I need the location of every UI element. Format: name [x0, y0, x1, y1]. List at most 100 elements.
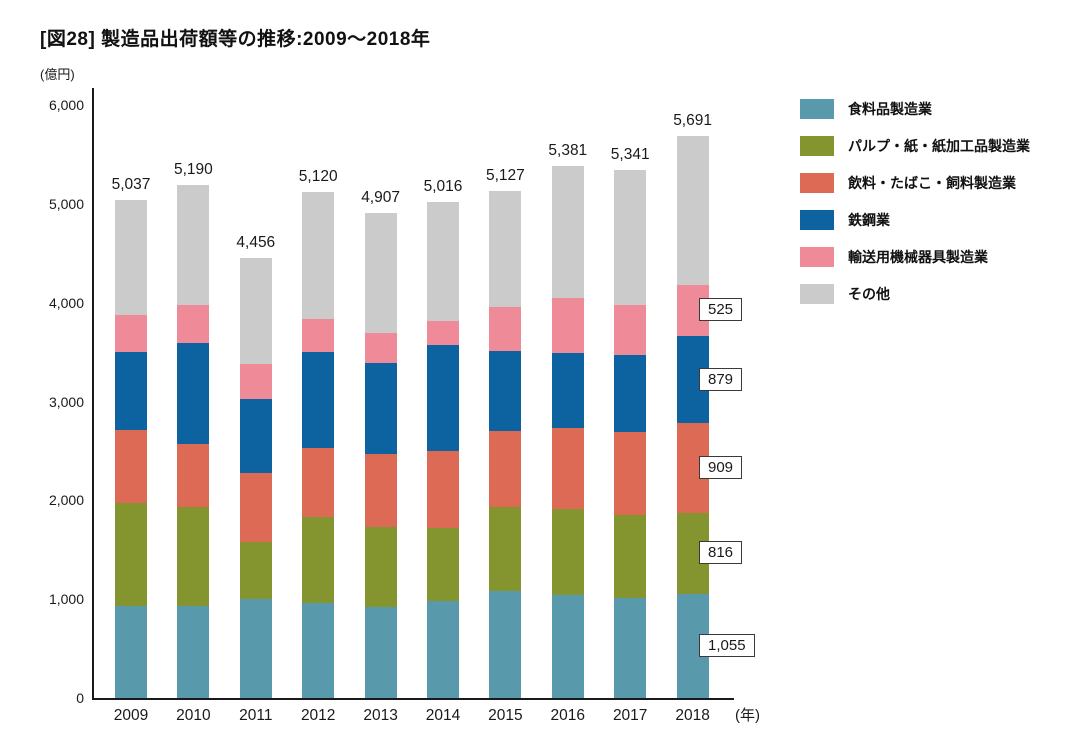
bar-segment: [239, 363, 272, 400]
bar-segment: [427, 320, 459, 346]
bar-segment: [614, 514, 647, 599]
total-label: 5,037: [111, 176, 151, 194]
x-tick-label: 2009: [113, 707, 149, 724]
bar-segment: [239, 599, 272, 698]
legend-row: 鉄鋼業: [800, 210, 1030, 230]
bar-segment: [239, 257, 272, 364]
bar-segment: [489, 430, 522, 507]
legend-label: 輸送用機械器具製造業: [848, 249, 988, 265]
bar-segment: [676, 135, 709, 285]
y-tick-label: 5,000: [48, 195, 84, 212]
bar-segment: [115, 429, 147, 503]
x-tick-label: 2018: [675, 707, 710, 724]
legend-row: 輸送用機械器具製造業: [800, 247, 1030, 267]
bar-segment: [239, 541, 272, 600]
bar-segment: [489, 506, 522, 591]
legend-swatch: [800, 99, 834, 119]
chart-title: [図28] 製造品出荷額等の推移:2009〜2018年: [40, 29, 431, 50]
legend-row: その他: [800, 284, 1030, 304]
bar-segment: [364, 453, 397, 527]
legend-label: 飲料・たばこ・飼料製造業: [848, 175, 1016, 191]
bar-segment: [177, 304, 210, 344]
bar-segment: [614, 304, 647, 355]
bar-segment: [115, 352, 147, 430]
callout-box: 816: [699, 541, 743, 565]
x-tick-label: 2016: [550, 707, 586, 724]
legend-swatch: [800, 173, 834, 193]
bar-segment: [115, 200, 147, 315]
bar-segment: [364, 213, 397, 333]
total-label: 5,127: [485, 167, 525, 185]
bar-segment: [551, 353, 584, 428]
stacked-bar-2016: [551, 166, 584, 698]
bar-segment: [177, 606, 210, 698]
callout-box: 1,055: [699, 633, 755, 657]
legend-row: 食料品製造業: [800, 99, 1030, 119]
bar-segment: [551, 297, 584, 354]
legend-label: その他: [848, 286, 890, 302]
total-label: 5,190: [173, 161, 213, 179]
legend-swatch: [800, 136, 834, 156]
bar-segment: [614, 170, 647, 305]
stacked-bar-2011: [239, 257, 272, 698]
bar-segment: [427, 345, 459, 451]
x-tick-label: 2010: [176, 707, 211, 724]
bar-segment: [302, 192, 335, 319]
bar-segment: [115, 606, 147, 698]
bar-segment: [427, 528, 459, 601]
bar-segment: [115, 314, 147, 353]
bar-segment: [551, 427, 584, 509]
x-tick-label: 2014: [425, 707, 461, 724]
legend-row: パルプ・紙・紙加工品製造業: [800, 136, 1030, 156]
total-label: 5,341: [610, 146, 650, 164]
callout-box: 525: [699, 298, 743, 322]
stacked-bar-2014: [427, 202, 459, 698]
legend-swatch: [800, 247, 834, 267]
plot-area: 0 1,000 2,000 3,000 4,000 5,000 6,000 5,037 2009…: [49, 88, 760, 724]
bar-segment: [239, 399, 272, 474]
stacked-bar-2009: [115, 200, 147, 698]
bar-segment: [239, 473, 272, 542]
bar-segment: [614, 432, 647, 515]
legend-swatch: [800, 284, 834, 304]
callout-box: 909: [699, 456, 743, 480]
bar-segment: [551, 595, 584, 698]
bar-segment: [489, 350, 522, 431]
y-tick-label: 2,000: [48, 492, 84, 509]
legend-row: 飲料・たばこ・飼料製造業: [800, 173, 1030, 193]
y-tick-label: 1,000: [48, 591, 84, 608]
total-label: 5,016: [423, 178, 463, 196]
bar-segment: [489, 191, 522, 307]
stacked-bar-2017: [614, 170, 647, 698]
bar-segment: [177, 443, 210, 507]
total-label: 5,691: [673, 111, 712, 129]
total-label: 4,456: [236, 233, 276, 251]
bar-segment: [177, 185, 210, 305]
bar-segment: [551, 166, 584, 298]
bar-segment: [302, 602, 335, 698]
callout-box: 879: [699, 367, 743, 391]
stacked-bar-2013: [364, 213, 397, 698]
bar-segment: [302, 352, 335, 448]
bar-segment: [302, 517, 335, 603]
bar-segment: [489, 590, 522, 698]
bar-segment: [177, 343, 210, 444]
stacked-bar-2012: [302, 192, 335, 698]
legend-label: 食料品製造業: [848, 101, 932, 117]
x-tick-label: 2013: [363, 707, 398, 724]
bar-segment: [177, 506, 210, 607]
x-tick-label: 2012: [300, 707, 336, 724]
legend-swatch: [800, 210, 834, 230]
stacked-bar-2018: [676, 135, 709, 698]
bar-segment: [364, 362, 397, 454]
y-tick-label: 0: [76, 690, 84, 706]
bar-segment: [364, 606, 397, 698]
legend-label: パルプ・紙・紙加工品製造業: [848, 138, 1030, 154]
bar-segment: [364, 526, 397, 607]
total-label: 4,907: [361, 189, 400, 207]
total-label: 5,381: [548, 142, 588, 160]
bar-segment: [302, 447, 335, 518]
x-axis-unit-label: (年): [735, 707, 760, 724]
stacked-bar-2010: [177, 185, 210, 698]
